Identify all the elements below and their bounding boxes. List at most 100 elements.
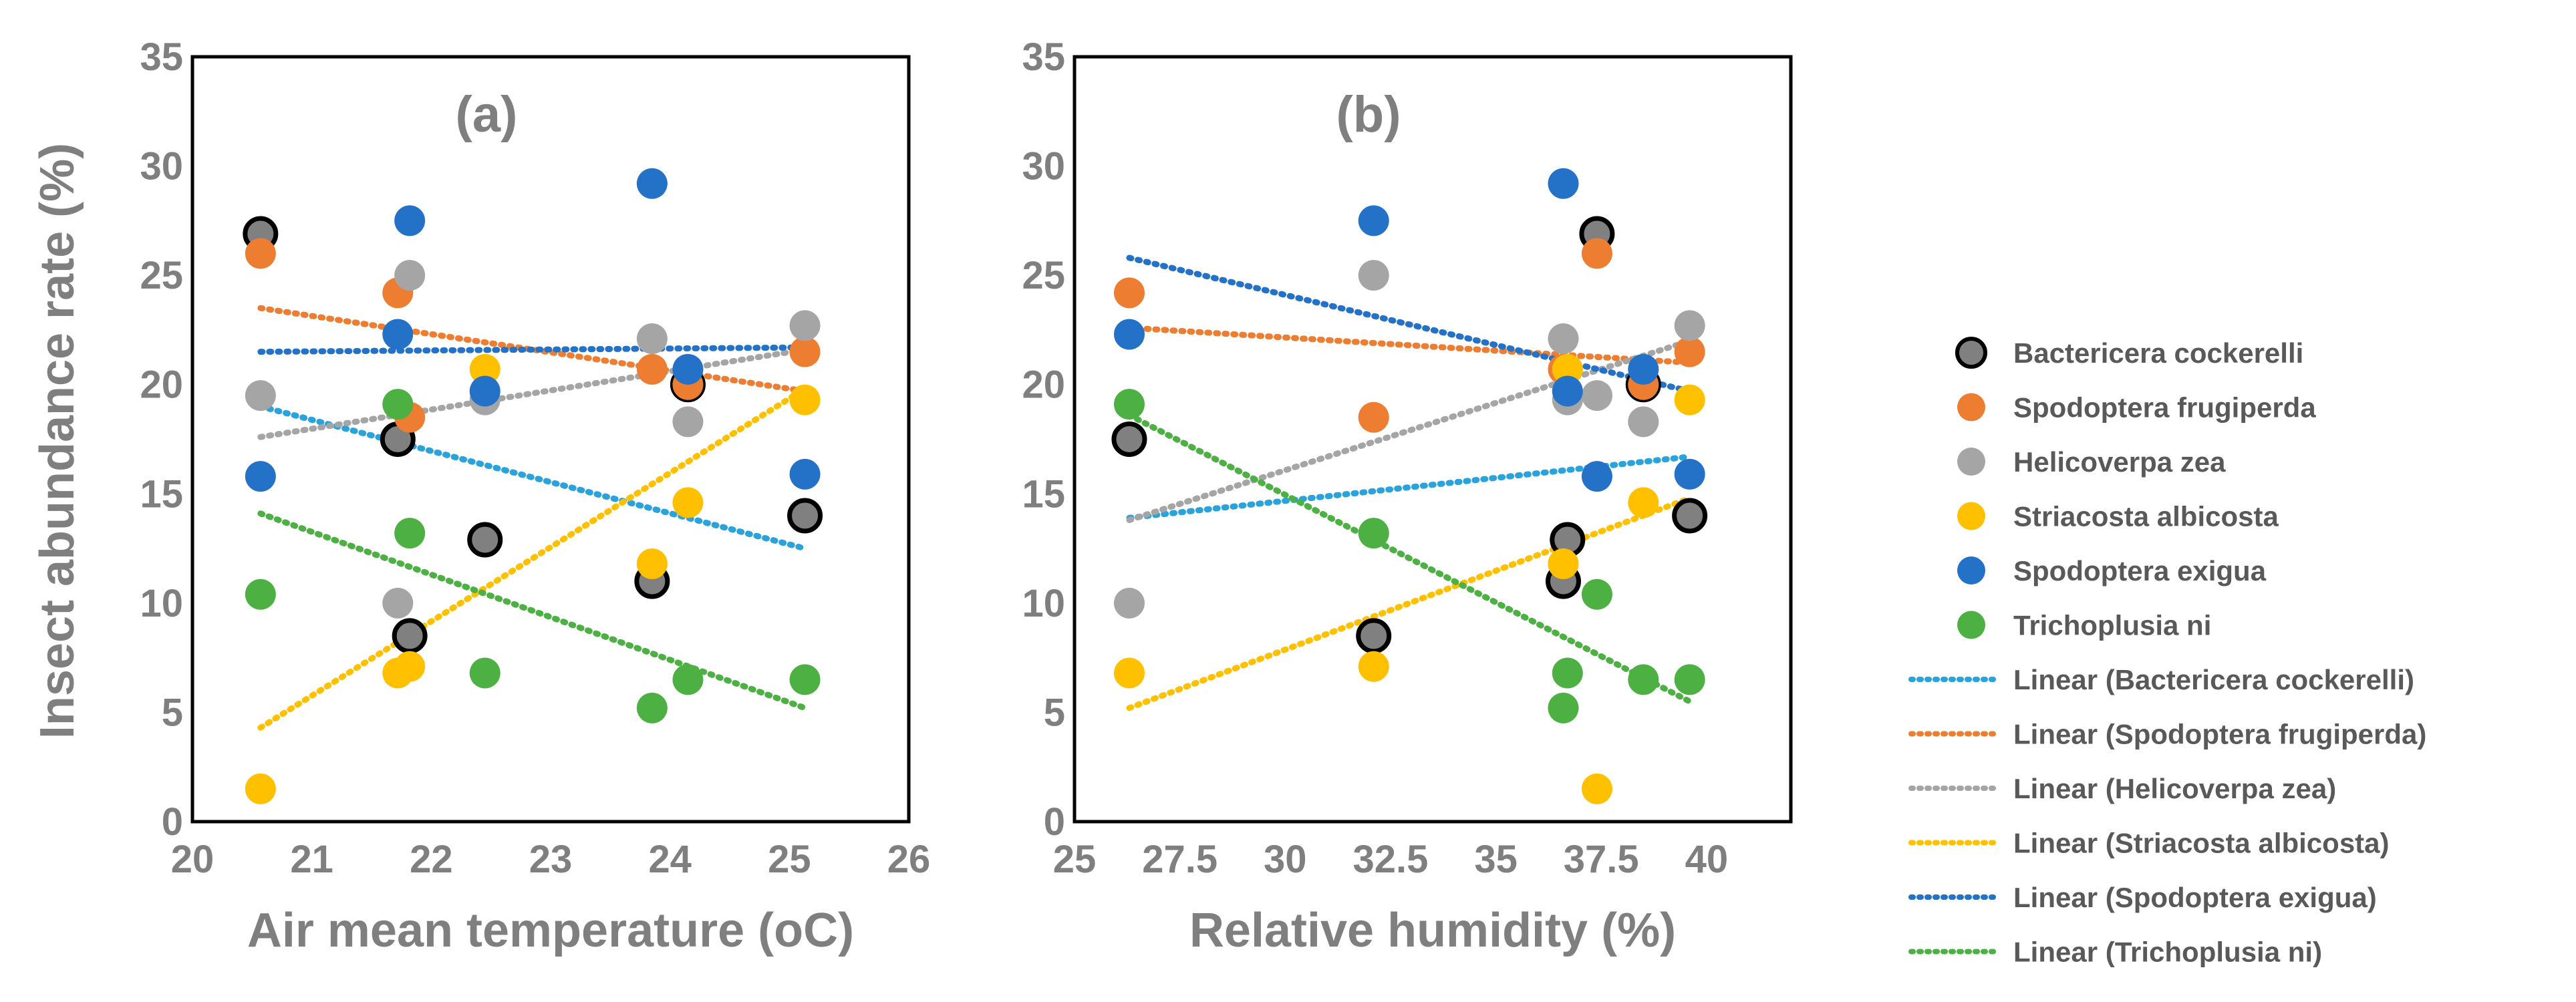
legend-marker (1955, 337, 1987, 369)
data-point (394, 260, 426, 291)
panel-label: (b) (1336, 86, 1401, 143)
data-point (672, 406, 704, 438)
x-tick-label: 30 (1264, 838, 1307, 881)
trend-line (1126, 255, 1693, 395)
data-point (394, 518, 426, 549)
x-tick-label: 24 (648, 838, 692, 881)
legend-label: Linear (Helicoverpa zea) (2013, 773, 2336, 804)
y-tick-label: 25 (140, 254, 183, 297)
y-tick-label: 35 (1022, 35, 1065, 79)
data-point (1552, 657, 1583, 689)
data-point (382, 587, 414, 619)
y-tick-label: 10 (140, 582, 183, 625)
legend-label: Linear (Spodoptera frugiperda) (2013, 719, 2426, 750)
data-point (1581, 238, 1612, 269)
legend-label: Linear (Trichoplusia ni) (2013, 937, 2322, 968)
y-tick-label: 10 (1022, 582, 1065, 625)
trend-line (257, 344, 809, 355)
data-point (1548, 692, 1579, 723)
data-point (636, 692, 668, 723)
data-point (1111, 422, 1147, 457)
y-tick-label: 5 (1044, 691, 1065, 734)
x-tick-label: 27.5 (1142, 838, 1218, 881)
legend-marker (1957, 448, 1985, 476)
x-tick-label: 21 (290, 838, 333, 881)
x-tick-label: 25 (768, 838, 811, 881)
y-tick-label: 15 (1022, 472, 1065, 516)
legend-label: Helicoverpa zea (2013, 446, 2226, 478)
data-point (467, 522, 503, 558)
x-tick-label: 23 (529, 838, 573, 881)
data-point (787, 498, 823, 534)
data-point (469, 375, 500, 407)
data-point (1628, 487, 1659, 518)
x-tick-label: 40 (1685, 838, 1729, 881)
x-tick-label: 20 (171, 838, 214, 881)
data-point (1581, 461, 1612, 492)
trend-line (257, 346, 809, 440)
data-point (1628, 406, 1659, 438)
legend-label: Linear (Spodoptera exigua) (2013, 882, 2377, 913)
data-point (636, 548, 668, 579)
data-point (1581, 380, 1612, 411)
x-tick-label: 35 (1474, 838, 1518, 881)
data-point (245, 578, 276, 610)
x-axis-title: Relative humidity (%) (1189, 904, 1676, 957)
legend-label: Trichoplusia ni (2013, 610, 2211, 641)
y-tick-label: 35 (140, 35, 183, 79)
data-point (1674, 384, 1705, 415)
y-tick-label: 20 (1022, 363, 1065, 407)
data-point (1358, 260, 1389, 291)
data-point (394, 651, 426, 682)
data-point (789, 384, 821, 415)
legend-marker (1957, 393, 1985, 422)
data-point (469, 657, 500, 689)
y-tick-label: 15 (140, 472, 183, 516)
legend-label: Spodoptera frugiperda (2013, 392, 2316, 424)
data-point (1552, 375, 1583, 407)
data-point (1628, 353, 1659, 385)
y-tick-label: 20 (140, 363, 183, 407)
data-point (1581, 773, 1612, 804)
data-point (636, 323, 668, 355)
y-tick-label: 0 (162, 800, 183, 844)
data-point (1113, 277, 1145, 309)
trend-line (1126, 412, 1693, 705)
data-point (1358, 401, 1389, 433)
data-point (1358, 651, 1389, 682)
trend-line (1126, 325, 1693, 366)
data-point (1674, 458, 1705, 490)
data-point (789, 458, 821, 490)
data-point (1113, 657, 1145, 689)
panel-label: (a) (456, 86, 518, 143)
data-point (1548, 323, 1579, 355)
data-point (1628, 664, 1659, 695)
x-tick-label: 22 (410, 838, 453, 881)
trend-line (1126, 337, 1693, 524)
y-axis-title: Insect abundance rate (%) (31, 143, 84, 739)
data-point (1113, 389, 1145, 420)
y-tick-label: 5 (162, 691, 183, 734)
data-point (1113, 587, 1145, 619)
data-point (636, 353, 668, 385)
data-point (1581, 578, 1612, 610)
panel-b: 0 5 10 15 20 25 30 35 25 27.5 30 32.5 35 37.5 40Relati… (1022, 35, 1793, 957)
data-point (672, 664, 704, 695)
data-point (789, 310, 821, 341)
legend-label: Linear (Bactericera cockerelli) (2013, 664, 2414, 695)
data-point (672, 353, 704, 385)
legend-marker (1957, 611, 1985, 639)
data-point (1552, 353, 1583, 385)
data-point (1358, 205, 1389, 236)
data-point (245, 380, 276, 411)
y-tick-label: 25 (1022, 254, 1065, 297)
y-tick-label: 0 (1044, 800, 1065, 844)
legend-label: Linear (Striacosta albicosta) (2013, 828, 2390, 859)
data-point (1356, 618, 1392, 654)
data-point (672, 487, 704, 518)
data-point (636, 168, 668, 199)
data-point (1113, 319, 1145, 350)
data-point (1672, 498, 1708, 534)
data-point (1548, 548, 1579, 579)
y-tick-label: 30 (1022, 145, 1065, 188)
